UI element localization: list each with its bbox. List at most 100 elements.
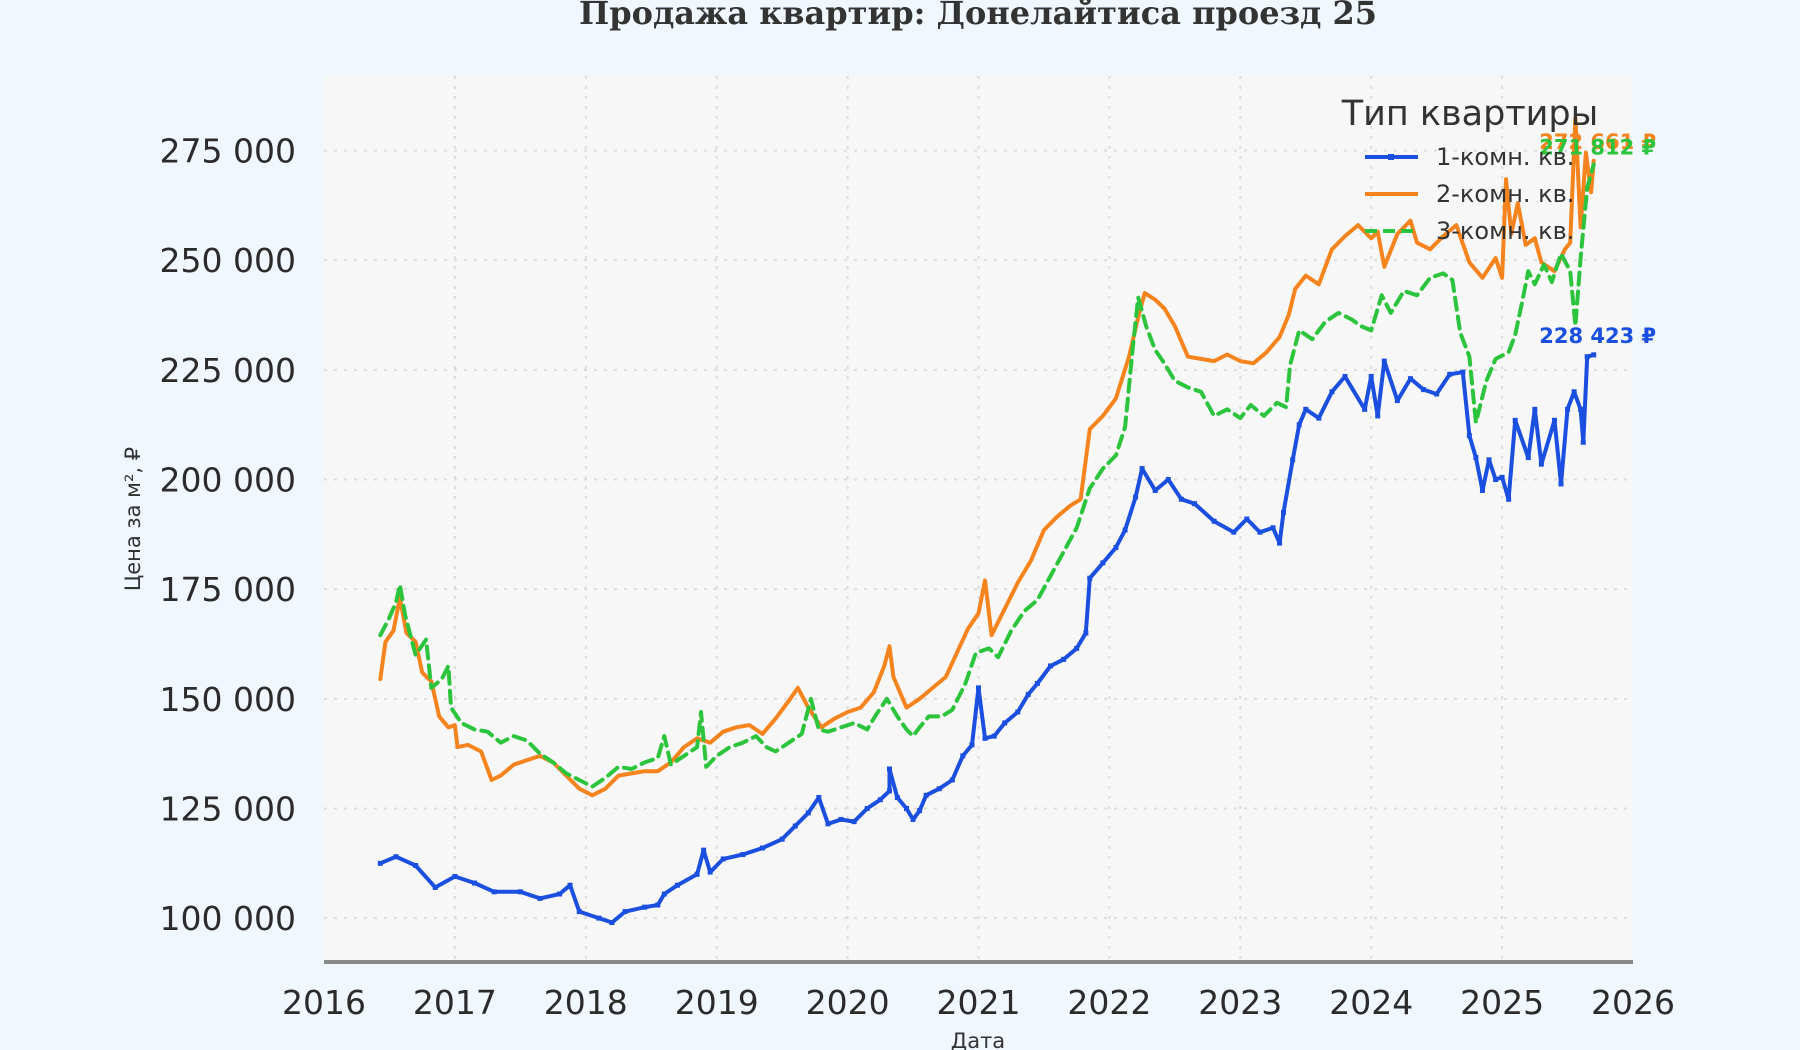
series-point-1 xyxy=(517,889,523,895)
series-point-1 xyxy=(1368,373,1374,379)
legend: Тип квартиры 1-комн. кв. 2-комн. кв. 3-ком… xyxy=(1341,94,1599,245)
y-tick-label: 200 000 xyxy=(160,461,296,500)
x-tick-label: 2019 xyxy=(675,983,759,1022)
series-point-1 xyxy=(1460,369,1466,375)
x-axis-label: Дата xyxy=(951,1029,1005,1050)
series-point-1 xyxy=(1257,529,1263,535)
series-point-1 xyxy=(596,915,602,921)
x-tick-label: 2025 xyxy=(1460,983,1544,1022)
legend-label: 3-комн. кв. xyxy=(1436,217,1574,245)
legend-entry-2: 2-комн. кв. xyxy=(1365,180,1574,208)
series-point-1 xyxy=(949,777,955,783)
series-point-1 xyxy=(982,735,988,741)
y-axis-ticks: 100 000 125 000 150 000 175 000 200 000 225 0… xyxy=(160,132,296,939)
series-point-1 xyxy=(1296,422,1302,428)
series-point-1 xyxy=(1479,487,1485,493)
series-point-1 xyxy=(1394,398,1400,404)
series-point-1 xyxy=(1506,496,1512,502)
series-point-1 xyxy=(1584,354,1590,360)
series-point-1 xyxy=(1133,494,1139,500)
series-point-1 xyxy=(1473,455,1479,461)
series-point-1 xyxy=(567,882,573,888)
series-point-1 xyxy=(816,795,822,801)
series-point-1 xyxy=(1591,352,1597,358)
legend-marker xyxy=(1388,154,1394,160)
x-tick-label: 2021 xyxy=(937,983,1021,1022)
end-value-labels: 228 423 ₽ 272 661 ₽271 812 ₽ xyxy=(1539,130,1656,348)
series-point-1 xyxy=(720,856,726,862)
series-point-1 xyxy=(1113,545,1119,551)
series-point-1 xyxy=(1551,417,1557,423)
series-point-1 xyxy=(472,880,478,886)
series-point-1 xyxy=(1034,680,1040,686)
series-point-1 xyxy=(1362,406,1368,412)
series-point-1 xyxy=(1512,417,1518,423)
series-point-1 xyxy=(904,805,910,811)
series-point-1 xyxy=(1087,575,1093,581)
series-point-1 xyxy=(1538,461,1544,467)
series-point-1 xyxy=(1466,433,1472,439)
series-point-1 xyxy=(1139,466,1145,472)
y-tick-label: 275 000 xyxy=(160,132,296,171)
y-axis-label: Цена за м², ₽ xyxy=(121,447,145,591)
series-point-1 xyxy=(1303,406,1309,412)
y-tick-label: 225 000 xyxy=(160,351,296,390)
series-point-1 xyxy=(452,873,458,879)
series-point-1 xyxy=(1211,518,1217,524)
x-tick-label: 2022 xyxy=(1067,983,1151,1022)
y-tick-label: 175 000 xyxy=(160,570,296,609)
series-point-1 xyxy=(393,854,399,860)
series-point-1 xyxy=(1083,630,1089,636)
series-point-1 xyxy=(1280,509,1286,515)
x-tick-label: 2023 xyxy=(1198,983,1282,1022)
series-point-1 xyxy=(655,902,661,908)
series-point-1 xyxy=(825,821,831,827)
series-point-1 xyxy=(805,810,811,816)
series-point-1 xyxy=(1558,481,1564,487)
series-point-1 xyxy=(1025,691,1031,697)
series-point-1 xyxy=(760,845,766,851)
series-point-1 xyxy=(792,823,798,829)
series-point-1 xyxy=(936,786,942,792)
x-tick-label: 2018 xyxy=(544,983,628,1022)
series-point-1 xyxy=(740,852,746,858)
series-point-1 xyxy=(1407,376,1413,382)
series-point-1 xyxy=(1486,457,1492,463)
series-point-1 xyxy=(779,836,785,842)
series-point-1 xyxy=(1316,415,1322,421)
y-tick-label: 250 000 xyxy=(160,241,296,280)
series-point-1 xyxy=(1578,406,1584,412)
end-value-label-1: 228 423 ₽ xyxy=(1539,324,1656,348)
series-point-1 xyxy=(537,895,543,901)
end-value-label-3: 271 812 ₽ xyxy=(1539,136,1656,160)
y-tick-label: 125 000 xyxy=(160,789,296,828)
series-point-1 xyxy=(1571,389,1577,395)
x-tick-label: 2026 xyxy=(1591,983,1675,1022)
series-point-1 xyxy=(1499,474,1505,480)
series-point-1 xyxy=(1342,373,1348,379)
series-point-1 xyxy=(1270,525,1276,531)
series-point-1 xyxy=(1565,406,1571,412)
series-point-1 xyxy=(1381,358,1387,364)
series-point-1 xyxy=(976,685,981,691)
series-point-1 xyxy=(674,882,680,888)
legend-entry-1: 1-комн. кв. xyxy=(1365,143,1574,171)
legend-title: Тип квартиры xyxy=(1341,94,1599,134)
series-point-1 xyxy=(910,816,916,822)
series-point-1 xyxy=(1525,455,1531,461)
series-point-1 xyxy=(864,805,870,811)
series-point-1 xyxy=(642,904,648,910)
series-point-1 xyxy=(694,871,700,877)
series-point-1 xyxy=(1434,391,1440,397)
series-point-1 xyxy=(851,819,857,825)
y-tick-label: 100 000 xyxy=(160,899,296,938)
series-point-1 xyxy=(1277,540,1283,546)
legend-entry-3: 3-комн. кв. xyxy=(1365,217,1574,245)
series-point-1 xyxy=(661,891,667,897)
chart-title: Продажа квартир: Донелайтиса проезд 25 xyxy=(579,0,1377,32)
series-point-1 xyxy=(1002,720,1008,726)
series-line-3 xyxy=(378,162,1596,789)
series-point-1 xyxy=(886,788,892,794)
end-value-label-2: 272 661 ₽ xyxy=(1539,130,1656,154)
series-point-1 xyxy=(1493,477,1499,483)
